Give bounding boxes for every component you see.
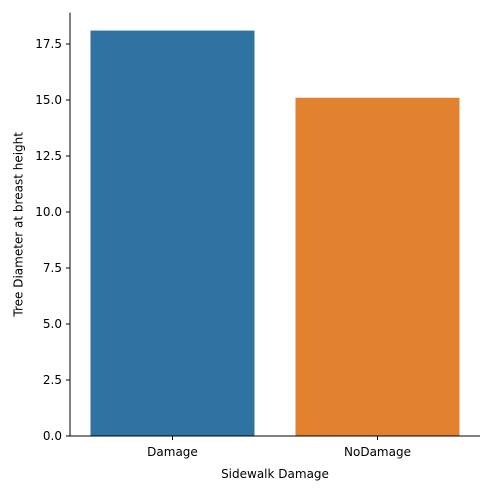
y-tick-label: 0.0 xyxy=(43,429,62,443)
y-tick-label: 5.0 xyxy=(43,317,62,331)
x-tick-label: NoDamage xyxy=(344,445,411,459)
x-tick-label: Damage xyxy=(147,445,198,459)
y-tick-label: 10.0 xyxy=(35,205,62,219)
y-tick-label: 15.0 xyxy=(35,93,62,107)
bar-nodamage xyxy=(295,97,460,436)
x-axis-title: Sidewalk Damage xyxy=(221,467,329,481)
y-tick-label: 17.5 xyxy=(35,37,62,51)
y-axis-ticks: 0.0 2.5 5.0 7.5 10.0 12.5 15.0 17.5 xyxy=(35,37,70,443)
y-tick-label: 12.5 xyxy=(35,149,62,163)
bar-damage xyxy=(90,30,255,437)
y-tick-label: 7.5 xyxy=(43,261,62,275)
y-axis-title: Tree Diameter at breast height xyxy=(12,132,26,318)
bars-layer xyxy=(90,30,460,437)
y-tick-label: 2.5 xyxy=(43,373,62,387)
x-axis-ticks: Damage NoDamage xyxy=(147,436,411,459)
